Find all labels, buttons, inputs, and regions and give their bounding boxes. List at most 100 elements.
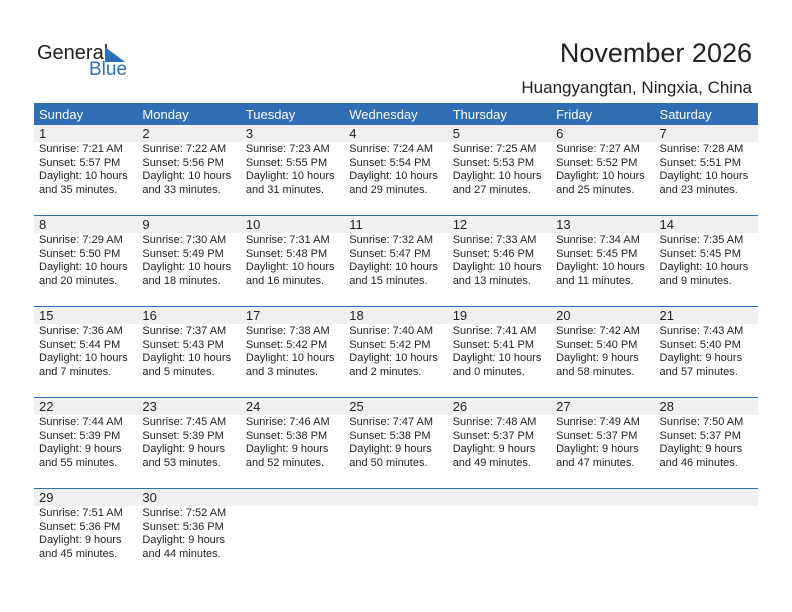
daylight-text: Daylight: 10 hours: [245, 261, 335, 274]
day-cell: 24 Sunrise: 7:46 AM Sunset: 5:38 PM Dayligh…: [240, 397, 345, 489]
minutes-text: and 15 minutes.: [349, 274, 428, 287]
sunset-text: Sunset: 5:36 PM: [39, 520, 121, 533]
weekday-header: Monday: [137, 103, 241, 125]
day-cell: 13 Sunrise: 7:34 AM Sunset: 5:45 PM Dayligh…: [551, 215, 655, 307]
daylight-text: Daylight: 10 hours: [452, 352, 542, 365]
daylight-text: Daylight: 9 hours: [39, 443, 122, 456]
sunset-text: Sunset: 5:39 PM: [142, 429, 224, 442]
sunset-text: Sunset: 5:48 PM: [245, 247, 328, 260]
sunset-text: Sunset: 5:50 PM: [39, 247, 121, 260]
sunset-text: Sunset: 5:38 PM: [245, 429, 328, 442]
day-cell: 30 Sunrise: 7:52 AM Sunset: 5:36 PM Dayligh…: [137, 488, 241, 579]
sunset-text: Sunset: 5:44 PM: [39, 338, 121, 351]
day-number: 27: [551, 398, 655, 415]
day-cell: 21 Sunrise: 7:43 AM Sunset: 5:40 PM Dayligh…: [654, 306, 758, 398]
day-number: 14: [654, 216, 758, 233]
sunrise-text: Sunrise: 7:35 AM: [659, 234, 744, 246]
sunset-text: Sunset: 5:49 PM: [142, 247, 224, 260]
day-cell: 27 Sunrise: 7:49 AM Sunset: 5:37 PM Dayligh…: [551, 397, 655, 489]
minutes-text: and 2 minutes.: [349, 365, 422, 378]
daylight-text: Daylight: 10 hours: [349, 261, 438, 274]
day-number: 10: [240, 216, 345, 233]
day-number: 21: [654, 307, 758, 324]
minutes-text: and 16 minutes.: [245, 274, 325, 287]
sunrise-text: Sunrise: 7:30 AM: [142, 234, 227, 246]
weekday-header: Sunday: [34, 103, 138, 125]
sunset-text: Sunset: 5:56 PM: [142, 156, 224, 169]
daylight-text: Daylight: 10 hours: [39, 261, 128, 274]
minutes-text: and 53 minutes.: [142, 456, 221, 469]
week-row: 29 Sunrise: 7:51 AM Sunset: 5:36 PM Dayligh…: [34, 488, 758, 579]
minutes-text: and 11 minutes.: [556, 274, 634, 287]
logo-text-blue: Blue: [89, 59, 128, 80]
sunrise-text: Sunrise: 7:43 AM: [659, 325, 744, 337]
day-number: 7: [654, 125, 758, 142]
day-cell: 7 Sunrise: 7:28 AM Sunset: 5:51 PM Daylight…: [654, 125, 758, 216]
daylight-text: Daylight: 10 hours: [556, 170, 645, 183]
day-cell: [654, 488, 758, 579]
day-number: 1: [34, 125, 138, 142]
week-row: 8 Sunrise: 7:29 AM Sunset: 5:50 PM Daylight…: [34, 215, 758, 307]
sunset-text: Sunset: 5:53 PM: [452, 156, 535, 169]
day-number: 3: [240, 125, 345, 142]
minutes-text: and 3 minutes.: [245, 365, 318, 378]
day-number: 20: [551, 307, 655, 324]
day-cell: 22 Sunrise: 7:44 AM Sunset: 5:39 PM Dayligh…: [34, 397, 138, 489]
logo-triangle-icon: [105, 47, 125, 62]
sunset-text: Sunset: 5:42 PM: [349, 338, 431, 351]
day-cell: 10 Sunrise: 7:31 AM Sunset: 5:48 PM Dayligh…: [240, 215, 345, 307]
day-number: [551, 489, 655, 506]
day-cell: 2 Sunrise: 7:22 AM Sunset: 5:56 PM Daylight…: [137, 125, 241, 216]
sunrise-text: Sunrise: 7:31 AM: [245, 234, 330, 246]
daylight-text: Daylight: 10 hours: [142, 170, 232, 183]
minutes-text: and 45 minutes.: [39, 547, 118, 560]
day-cell: [344, 488, 448, 579]
weekday-header: Wednesday: [344, 103, 448, 125]
minutes-text: and 46 minutes.: [659, 456, 738, 469]
minutes-text: and 49 minutes.: [452, 456, 531, 469]
day-cell: 5 Sunrise: 7:25 AM Sunset: 5:53 PM Daylight…: [447, 125, 552, 216]
daylight-text: Daylight: 9 hours: [349, 443, 432, 456]
day-cell: 29 Sunrise: 7:51 AM Sunset: 5:36 PM Dayligh…: [34, 488, 138, 579]
sunset-text: Sunset: 5:45 PM: [659, 247, 741, 260]
day-cell: 15 Sunrise: 7:36 AM Sunset: 5:44 PM Dayligh…: [34, 306, 138, 398]
location: Huangyangtan, Ningxia, China: [521, 78, 752, 97]
minutes-text: and 13 minutes.: [452, 274, 531, 287]
minutes-text: and 23 minutes.: [659, 183, 738, 196]
daylight-text: Daylight: 9 hours: [142, 534, 225, 547]
minutes-text: and 25 minutes.: [556, 183, 635, 196]
sunset-text: Sunset: 5:43 PM: [142, 338, 224, 351]
day-cell: 6 Sunrise: 7:27 AM Sunset: 5:52 PM Daylight…: [551, 125, 655, 216]
minutes-text: and 44 minutes.: [142, 547, 221, 560]
day-number: [240, 489, 345, 506]
sunset-text: Sunset: 5:37 PM: [556, 429, 638, 442]
day-cell: 12 Sunrise: 7:33 AM Sunset: 5:46 PM Dayligh…: [447, 215, 552, 307]
daylight-text: Daylight: 9 hours: [245, 443, 329, 456]
minutes-text: and 35 minutes.: [39, 183, 118, 196]
day-number: 23: [137, 398, 241, 415]
daylight-text: Daylight: 9 hours: [142, 443, 225, 456]
calendar-table: Sunday Monday Tuesday Wednesday Thursday Frid…: [34, 103, 758, 579]
weekday-header: Saturday: [654, 103, 758, 125]
daylight-text: Daylight: 10 hours: [142, 352, 232, 365]
day-cell: 19 Sunrise: 7:41 AM Sunset: 5:41 PM Dayligh…: [447, 306, 552, 398]
sunrise-text: Sunrise: 7:51 AM: [39, 507, 123, 519]
sunrise-text: Sunrise: 7:27 AM: [556, 143, 640, 155]
day-number: 9: [137, 216, 241, 233]
minutes-text: and 52 minutes.: [245, 456, 325, 469]
daylight-text: Daylight: 10 hours: [142, 261, 232, 274]
sunrise-text: Sunrise: 7:22 AM: [142, 143, 227, 155]
minutes-text: and 18 minutes.: [142, 274, 221, 287]
day-cell: [551, 488, 655, 579]
minutes-text: and 57 minutes.: [659, 365, 738, 378]
day-number: 6: [551, 125, 655, 142]
day-cell: 8 Sunrise: 7:29 AM Sunset: 5:50 PM Daylight…: [34, 215, 138, 307]
weekday-header: Thursday: [447, 103, 552, 125]
day-cell: [240, 488, 345, 579]
day-cell: 3 Sunrise: 7:23 AM Sunset: 5:55 PM Daylight…: [240, 125, 345, 216]
sunrise-text: Sunrise: 7:29 AM: [39, 234, 123, 246]
day-cell: 26 Sunrise: 7:48 AM Sunset: 5:37 PM Dayligh…: [447, 397, 552, 489]
sunrise-text: Sunrise: 7:48 AM: [452, 416, 537, 428]
daylight-text: Daylight: 9 hours: [452, 443, 536, 456]
day-cell: 4 Sunrise: 7:24 AM Sunset: 5:54 PM Daylight…: [344, 125, 448, 216]
